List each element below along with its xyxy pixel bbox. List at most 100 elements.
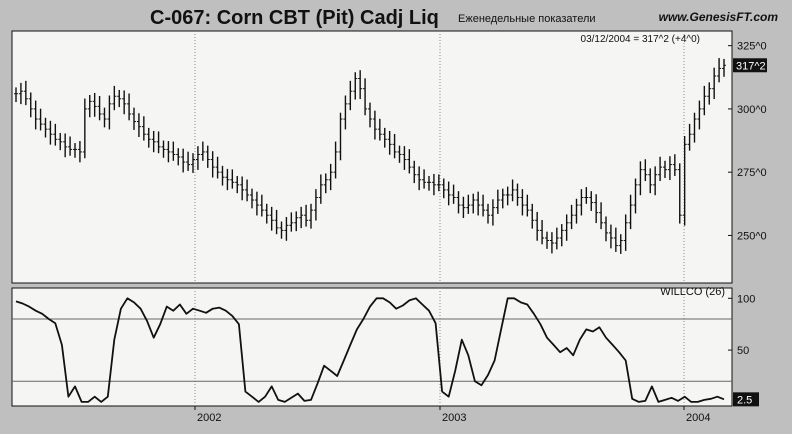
price-bar — [102, 107, 107, 128]
price-bar — [702, 85, 707, 116]
price-bar — [220, 165, 225, 186]
willco-y-tick-label: 50 — [737, 345, 749, 357]
price-bar — [505, 186, 510, 206]
price-bar — [500, 188, 505, 209]
subtitle-overlay: Еженедельные показатели — [458, 13, 596, 25]
price-bar — [707, 82, 712, 105]
willco-series — [15, 297, 725, 403]
price-bar — [687, 123, 692, 151]
price-bar — [254, 191, 259, 216]
price-bar — [402, 146, 407, 170]
price-bar — [333, 141, 338, 179]
price-bar — [623, 214, 628, 251]
price-bar — [574, 198, 579, 224]
price-bar — [43, 117, 48, 138]
price-bar — [417, 166, 422, 191]
willco-grid — [12, 288, 732, 406]
chart-title: C-067: Corn CBT (Pit) Cadj Liq — [150, 7, 439, 29]
price-bar — [205, 145, 210, 168]
price-bar — [387, 130, 392, 155]
price-bar — [663, 160, 667, 179]
last-quote-label: 03/12/2004 = 317^2 (+4^0) — [581, 34, 700, 45]
price-bar — [112, 85, 117, 111]
price-bar — [146, 127, 151, 148]
price-bar — [540, 220, 545, 245]
website-label: www.GenesisFT.com — [659, 10, 779, 24]
willco-y-tick-label: 100 — [737, 293, 755, 305]
price-bar — [638, 161, 643, 196]
price-bar — [264, 203, 269, 224]
price-y-tick-label: 250^0 — [737, 230, 767, 242]
willco-line — [15, 297, 725, 403]
price-bar — [451, 184, 456, 204]
price-bar — [87, 95, 92, 118]
price-bar — [304, 204, 309, 227]
price-bar — [136, 113, 141, 138]
price-bar — [486, 203, 490, 224]
price-bar — [235, 175, 240, 194]
price-bar — [132, 107, 136, 130]
price-bar — [284, 216, 289, 241]
price-bar — [215, 156, 220, 179]
price-bar — [28, 92, 33, 118]
price-bar — [299, 206, 304, 229]
price-bar — [250, 188, 254, 209]
price-bar — [318, 174, 323, 204]
price-bar — [53, 123, 58, 146]
price-bar — [412, 160, 417, 184]
price-bar — [456, 191, 461, 214]
price-bar — [181, 148, 186, 173]
price-bar — [441, 178, 446, 199]
price-bar — [166, 141, 171, 163]
price-bar — [186, 151, 191, 171]
price-bar — [618, 234, 623, 254]
price-bar — [392, 133, 397, 159]
price-bar — [564, 214, 569, 241]
price-bar — [466, 194, 471, 214]
price-bar — [658, 156, 663, 182]
price-bar — [604, 216, 608, 242]
willco-title: WILLCO (26) — [660, 286, 725, 298]
price-bar — [569, 204, 574, 230]
price-y-tick-label: 325^0 — [737, 41, 767, 53]
price-bars — [14, 58, 726, 254]
price-bar — [73, 143, 77, 158]
x-axis: 2002 2003 2004 — [194, 406, 710, 424]
price-bar — [481, 194, 486, 217]
price-bar — [377, 118, 382, 141]
price-bar — [230, 169, 235, 189]
willco-panel — [11, 287, 733, 407]
price-bar — [545, 231, 549, 249]
price-bar — [422, 169, 427, 189]
price-bar — [353, 72, 358, 100]
price-bar — [476, 191, 481, 216]
price-bar — [14, 87, 18, 103]
willco-last-value-label: 2.5 — [737, 394, 752, 406]
price-bar — [633, 178, 638, 214]
price-bar — [712, 67, 717, 100]
price-bar — [259, 194, 264, 217]
price-bar — [200, 141, 205, 161]
price-bar — [117, 89, 122, 108]
price-bar — [495, 189, 500, 214]
price-bar — [269, 206, 274, 231]
price-bar — [210, 151, 215, 178]
price-bar — [343, 95, 348, 130]
x-tick-label: 2002 — [197, 412, 221, 424]
price-bar — [338, 112, 343, 161]
price-bar — [240, 176, 245, 201]
price-bar — [38, 108, 43, 131]
price-bar — [589, 191, 594, 211]
price-bar — [33, 100, 38, 130]
price-bar — [559, 224, 564, 247]
price-bar — [594, 194, 599, 224]
price-bar — [127, 93, 132, 121]
price-bar — [358, 70, 363, 100]
price-bar — [274, 209, 279, 235]
price-bar — [446, 181, 451, 206]
price-bar — [313, 189, 318, 221]
price-bar — [372, 110, 377, 140]
price-bar — [667, 156, 672, 181]
price-bar — [363, 78, 368, 116]
price-bar — [672, 154, 677, 176]
